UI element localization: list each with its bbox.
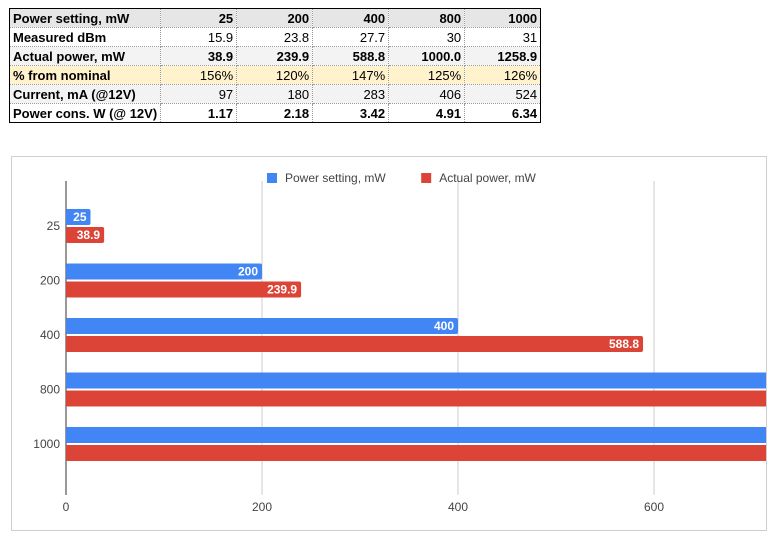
category-label: 800 (40, 383, 60, 397)
data-label: 25 (73, 210, 87, 224)
row-label-cell[interactable]: Current, mA (@12V) (8, 84, 162, 104)
data-label: 400 (434, 319, 454, 333)
table-cell[interactable]: 239.9 (236, 46, 314, 66)
legend-swatch (267, 173, 277, 183)
bar (66, 445, 766, 461)
table-cell[interactable]: 27.7 (312, 27, 390, 47)
bar (66, 318, 458, 334)
x-tick-label: 600 (644, 500, 664, 514)
x-tick-label: 400 (448, 500, 468, 514)
chart-canvas: 0200400600800100012001400Power setting, … (33, 171, 766, 514)
table-row: Power cons. W (@ 12V) 1.17 2.18 3.42 4.9… (8, 103, 542, 123)
table-cell[interactable]: 524 (464, 84, 542, 104)
row-label-cell[interactable]: Measured dBm (8, 27, 162, 47)
bar (66, 390, 766, 407)
table-cell[interactable]: 4.91 (388, 103, 466, 123)
x-tick-label: 0 (63, 500, 70, 514)
bar (66, 372, 766, 389)
table-cell[interactable]: 588.8 (312, 46, 390, 66)
header-cell[interactable]: 200 (236, 8, 314, 28)
table-cell[interactable]: 180 (236, 84, 314, 104)
bar (66, 281, 302, 298)
table-cell[interactable]: 1000.0 (388, 46, 466, 66)
table-cell[interactable]: 1.17 (160, 103, 238, 123)
data-label: 38.9 (77, 228, 101, 242)
bar (66, 263, 262, 280)
category-label: 25 (47, 219, 61, 233)
table-row: % from nominal 156% 120% 147% 125% 126% (8, 65, 542, 85)
table-cell[interactable]: 31 (464, 27, 542, 47)
header-cell[interactable]: 400 (312, 8, 390, 28)
table-row: Current, mA (@12V) 97 180 283 406 524 (8, 84, 542, 104)
data-label: 200 (238, 265, 258, 279)
x-tick-label: 200 (252, 500, 272, 514)
bar (66, 209, 91, 225)
table-row: Actual power, mW 38.9 239.9 588.8 1000.0… (8, 46, 542, 66)
table-header-row: Power setting, mW 25 200 400 800 1000 (8, 8, 542, 28)
table-cell[interactable]: 23.8 (236, 27, 314, 47)
header-cell[interactable]: 800 (388, 8, 466, 28)
table-cell[interactable]: 97 (160, 84, 238, 104)
row-label-cell[interactable]: % from nominal (8, 65, 162, 85)
table-cell[interactable]: 1258.9 (464, 46, 542, 66)
table-cell[interactable]: 3.42 (312, 103, 390, 123)
data-label: 239.9 (267, 283, 297, 297)
data-label: 588.8 (609, 337, 639, 351)
table-cell[interactable]: 126% (464, 65, 542, 85)
table-cell[interactable]: 120% (236, 65, 314, 85)
table-cell[interactable]: 147% (312, 65, 390, 85)
table-cell[interactable]: 283 (312, 84, 390, 104)
table-cell[interactable]: 30 (388, 27, 466, 47)
row-label-cell[interactable]: Power cons. W (@ 12V) (8, 103, 162, 123)
bar (66, 336, 644, 352)
bar-chart: 0200400600800100012001400Power setting, … (11, 156, 767, 531)
table-cell[interactable]: 6.34 (464, 103, 542, 123)
table-cell[interactable]: 2.18 (236, 103, 314, 123)
table-cell[interactable]: 15.9 (160, 27, 238, 47)
category-label: 400 (40, 328, 60, 342)
table-cell[interactable]: 125% (388, 65, 466, 85)
bar (66, 227, 105, 243)
table-cell[interactable]: 156% (160, 65, 238, 85)
category-label: 1000 (33, 437, 60, 451)
table-row: Measured dBm 15.9 23.8 27.7 30 31 (8, 27, 542, 47)
row-label-cell[interactable]: Actual power, mW (8, 46, 162, 66)
legend-label: Actual power, mW (439, 171, 536, 185)
category-label: 200 (40, 274, 60, 288)
legend-label: Power setting, mW (285, 171, 386, 185)
bar (66, 427, 766, 443)
table-cell[interactable]: 38.9 (160, 46, 238, 66)
legend-swatch (421, 173, 432, 183)
header-cell[interactable]: 1000 (464, 8, 542, 28)
data-table: Power setting, mW 25 200 400 800 1000 Me… (8, 8, 542, 123)
table-cell[interactable]: 406 (388, 84, 466, 104)
header-cell[interactable]: Power setting, mW (8, 8, 162, 28)
header-cell[interactable]: 25 (160, 8, 238, 28)
